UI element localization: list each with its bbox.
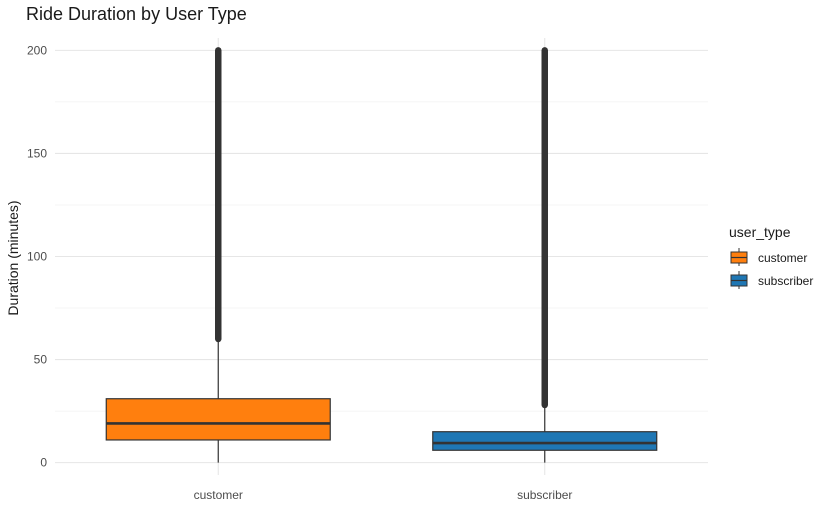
- legend-key-subscriber: [730, 271, 748, 289]
- legend-label: customer: [758, 251, 807, 265]
- box-layer: [105, 47, 658, 463]
- boxplot-customer: [105, 47, 331, 463]
- y-tick-label: 150: [27, 146, 47, 160]
- y-tick-label: 100: [27, 250, 47, 264]
- y-axis-label: Duration (minutes): [5, 200, 21, 315]
- chart-title: Ride Duration by User Type: [26, 4, 247, 24]
- x-tick-label: subscriber: [517, 488, 572, 502]
- x-tick-layer: customer subscriber: [194, 488, 573, 502]
- y-tick-layer: 0 50 100 150 200: [27, 43, 47, 469]
- y-tick-label: 50: [34, 353, 48, 367]
- y-tick-label: 200: [27, 43, 47, 57]
- boxplot-subscriber: [432, 47, 658, 463]
- legend-label: subscriber: [758, 274, 813, 288]
- box-iqr: [105, 398, 331, 441]
- legend: user_type customer subscriber: [729, 224, 813, 289]
- legend-title: user_type: [729, 224, 791, 240]
- box-iqr: [432, 431, 658, 451]
- x-tick-label: customer: [194, 488, 243, 502]
- y-tick-label: 0: [40, 456, 47, 470]
- legend-key-customer: [730, 248, 748, 266]
